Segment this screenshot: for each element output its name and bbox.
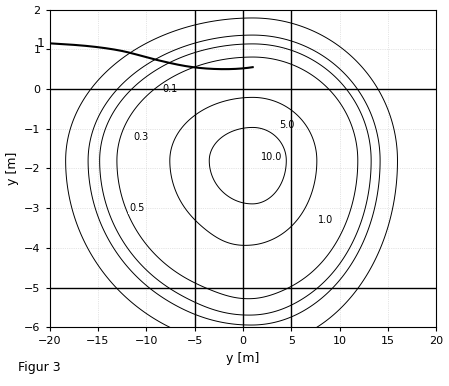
Text: 0.3: 0.3 (134, 132, 149, 142)
Text: 1: 1 (37, 37, 45, 50)
Text: 10.0: 10.0 (261, 152, 283, 162)
X-axis label: y [m]: y [m] (226, 352, 260, 365)
Text: 1.0: 1.0 (317, 215, 333, 225)
Y-axis label: y [m]: y [m] (5, 152, 18, 185)
Text: 5.0: 5.0 (279, 120, 294, 130)
Text: Figur 3: Figur 3 (18, 361, 61, 374)
Text: 0.5: 0.5 (129, 203, 144, 213)
Text: 0.1: 0.1 (163, 84, 178, 94)
